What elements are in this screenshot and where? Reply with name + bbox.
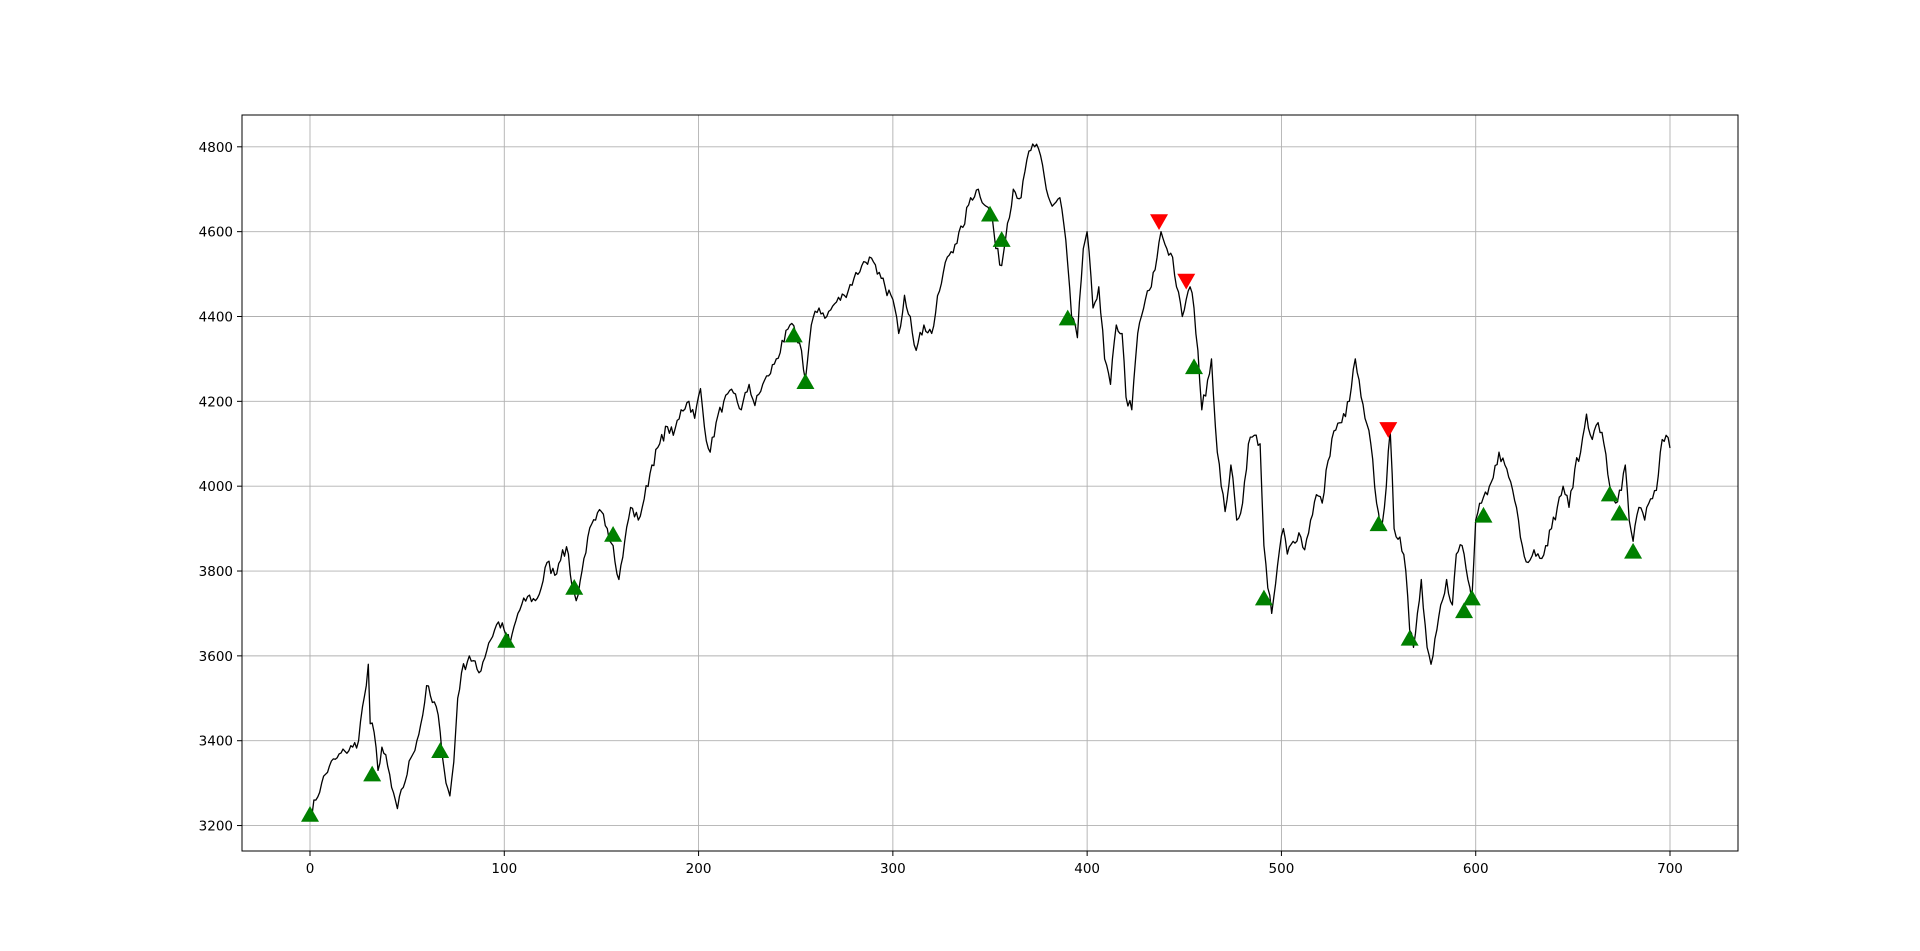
grid-lines xyxy=(242,115,1738,851)
x-tick-label: 200 xyxy=(686,861,712,877)
x-tick-label: 600 xyxy=(1463,861,1489,877)
buy-signal-marker xyxy=(1455,602,1474,619)
x-tick-label: 0 xyxy=(306,861,315,877)
x-tick-label: 700 xyxy=(1657,861,1683,877)
buy-signal-marker xyxy=(1600,485,1619,502)
x-tick-label: 500 xyxy=(1269,861,1295,877)
buy-signal-marker xyxy=(1610,504,1629,521)
buy-signal-marker xyxy=(1058,309,1077,326)
buy-signal-marker xyxy=(363,765,382,782)
y-tick-label: 3400 xyxy=(199,734,233,750)
buy-signal-marker xyxy=(1624,542,1643,559)
plot-frame xyxy=(241,114,1739,852)
x-tick-label: 300 xyxy=(880,861,906,877)
buy-signal-marker xyxy=(1185,358,1203,375)
y-tick-label: 3200 xyxy=(199,819,233,835)
x-tick-label: 400 xyxy=(1074,861,1100,877)
y-tick-label: 3800 xyxy=(199,564,233,580)
y-tick-label: 4000 xyxy=(199,479,233,495)
y-tick-label: 4800 xyxy=(199,140,233,156)
buy-signal-marker xyxy=(301,805,319,822)
y-tick-label: 4200 xyxy=(199,394,233,410)
axis-ticks: 0 100 200 300 400 500 600 700 3200 3400 3600 3800 40… xyxy=(199,140,1683,877)
x-tick-label: 100 xyxy=(491,861,517,877)
buy-signal-marker xyxy=(796,373,815,390)
y-tick-label: 4400 xyxy=(199,309,233,325)
buy-signal-marker xyxy=(431,742,450,759)
buy-signal-marker xyxy=(1369,515,1388,532)
y-tick-label: 3600 xyxy=(199,649,233,665)
buy-signal-marker xyxy=(565,578,584,595)
buy-signal-marker xyxy=(604,525,623,542)
buy-signal-marker xyxy=(981,205,999,222)
sell-signal-marker xyxy=(1379,422,1398,438)
buy-signal-marker xyxy=(784,326,803,343)
buy-signal-marker xyxy=(1254,589,1273,606)
signal-markers xyxy=(301,205,1643,822)
buy-signal-marker xyxy=(497,632,516,648)
buy-signal-marker xyxy=(1474,506,1493,523)
buy-signal-marker xyxy=(1400,629,1419,646)
sell-signal-marker xyxy=(1177,273,1196,290)
sell-signal-marker xyxy=(1150,214,1169,231)
y-tick-label: 4600 xyxy=(199,225,233,241)
buy-signal-marker xyxy=(1462,589,1481,606)
buy-signal-marker xyxy=(992,231,1011,247)
